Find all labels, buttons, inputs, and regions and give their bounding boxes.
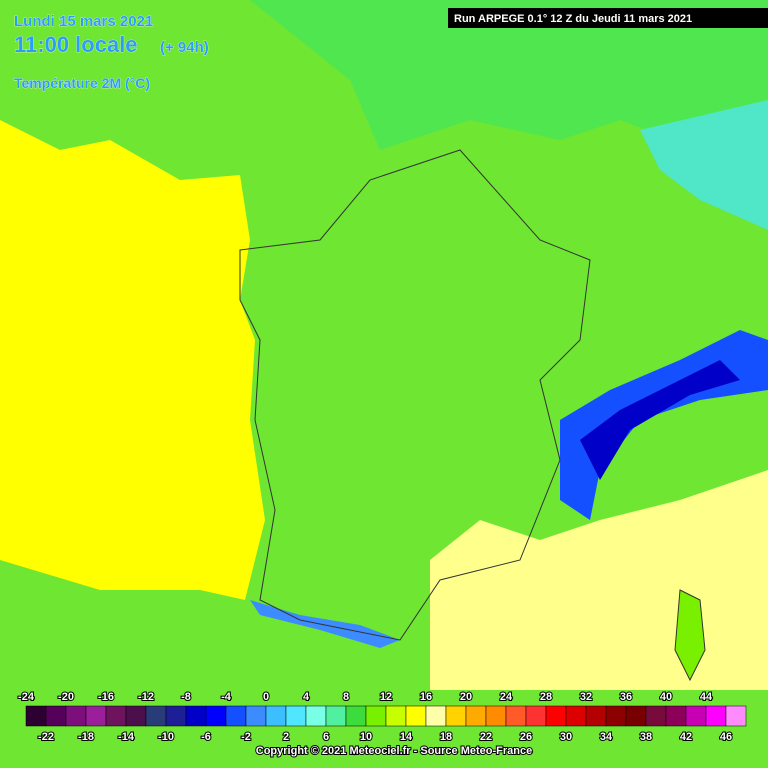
legend-label: 16 (420, 691, 432, 703)
date: Lundi 15 mars 2021 (14, 13, 153, 30)
legend-swatch (385, 705, 407, 727)
legend-label: 28 (540, 691, 552, 703)
legend-label: -14 (118, 731, 135, 743)
legend-swatch (285, 705, 307, 727)
atlantic-warm (0, 120, 265, 600)
legend-swatch (145, 705, 167, 727)
pyrenees (250, 600, 400, 648)
legend-label: -6 (201, 731, 211, 743)
legend-swatch (265, 705, 287, 727)
legend-label: 30 (560, 731, 572, 743)
legend-swatch (445, 705, 467, 727)
legend-swatch (565, 705, 587, 727)
legend-swatch (365, 705, 387, 727)
legend-label: -2 (241, 731, 251, 743)
legend-label: 6 (323, 731, 329, 743)
legend-label: 12 (380, 691, 392, 703)
legend-swatch (65, 705, 87, 727)
legend-label: 36 (620, 691, 632, 703)
legend-label: 20 (460, 691, 472, 703)
legend-label: -4 (221, 691, 232, 703)
legend-label: 0 (263, 691, 269, 703)
legend-label: 2 (283, 731, 289, 743)
legend-swatch (345, 705, 367, 727)
legend-label: 46 (720, 731, 732, 743)
legend-swatch (225, 705, 247, 727)
legend-swatch (485, 705, 507, 727)
legend-swatch (725, 705, 747, 727)
time: 11:00 locale (14, 32, 138, 57)
legend-swatch (465, 705, 487, 727)
legend-swatch (525, 705, 547, 727)
legend-swatch (505, 705, 527, 727)
copyright: Copyright © 2021 Meteociel.fr - Source M… (256, 745, 532, 757)
legend-label: -10 (158, 731, 174, 743)
legend-swatch (105, 705, 127, 727)
legend-swatch (85, 705, 107, 727)
legend-label: 24 (500, 691, 513, 703)
lead-time: (+ 94h) (160, 39, 209, 56)
legend-label: -22 (38, 731, 54, 743)
legend-swatch (585, 705, 607, 727)
legend-swatch (305, 705, 327, 727)
legend-label: -12 (138, 691, 154, 703)
legend-swatch (185, 705, 207, 727)
corsica (674, 589, 706, 682)
variable: Température 2M (°C) (14, 75, 150, 91)
legend-label: 14 (400, 731, 413, 743)
run-box (448, 8, 768, 28)
legend-label: 32 (580, 691, 592, 703)
legend-swatch (205, 705, 227, 727)
run-info: Run ARPEGE 0.1° 12 Z du Jeudi 11 mars 20… (454, 13, 692, 25)
legend-swatch (605, 705, 627, 727)
legend-label: -18 (78, 731, 94, 743)
legend-label: 10 (360, 731, 372, 743)
legend-label: 42 (680, 731, 692, 743)
legend-swatch (245, 705, 267, 727)
legend-swatch (685, 705, 707, 727)
legend-swatch (125, 705, 147, 727)
legend: -24-22-20-18-16-14-12-10-8-6-4-202468101… (17, 690, 747, 744)
legend-swatch (625, 705, 647, 727)
legend-swatch (545, 705, 567, 727)
legend-swatch (425, 705, 447, 727)
legend-swatch (45, 705, 67, 727)
east-cool (640, 100, 768, 230)
legend-swatch (705, 705, 727, 727)
legend-label: 26 (520, 731, 532, 743)
legend-label: 18 (440, 731, 452, 743)
alps-cold (580, 360, 740, 480)
country-border (239, 149, 591, 641)
legend-label: 8 (343, 691, 349, 703)
legend-swatch (25, 705, 47, 727)
legend-swatch (325, 705, 347, 727)
legend-label: 22 (480, 731, 492, 743)
legend-label: -8 (181, 691, 191, 703)
legend-label: -24 (18, 691, 35, 703)
legend-label: 40 (660, 691, 672, 703)
legend-label: 34 (600, 731, 613, 743)
legend-label: 4 (303, 691, 310, 703)
legend-swatch (645, 705, 667, 727)
legend-label: 44 (700, 691, 713, 703)
legend-label: -20 (58, 691, 74, 703)
legend-label: -16 (98, 691, 114, 703)
legend-label: 38 (640, 731, 652, 743)
legend-swatch (405, 705, 427, 727)
north-cool (250, 0, 768, 150)
legend-swatch (165, 705, 187, 727)
legend-swatch (665, 705, 687, 727)
